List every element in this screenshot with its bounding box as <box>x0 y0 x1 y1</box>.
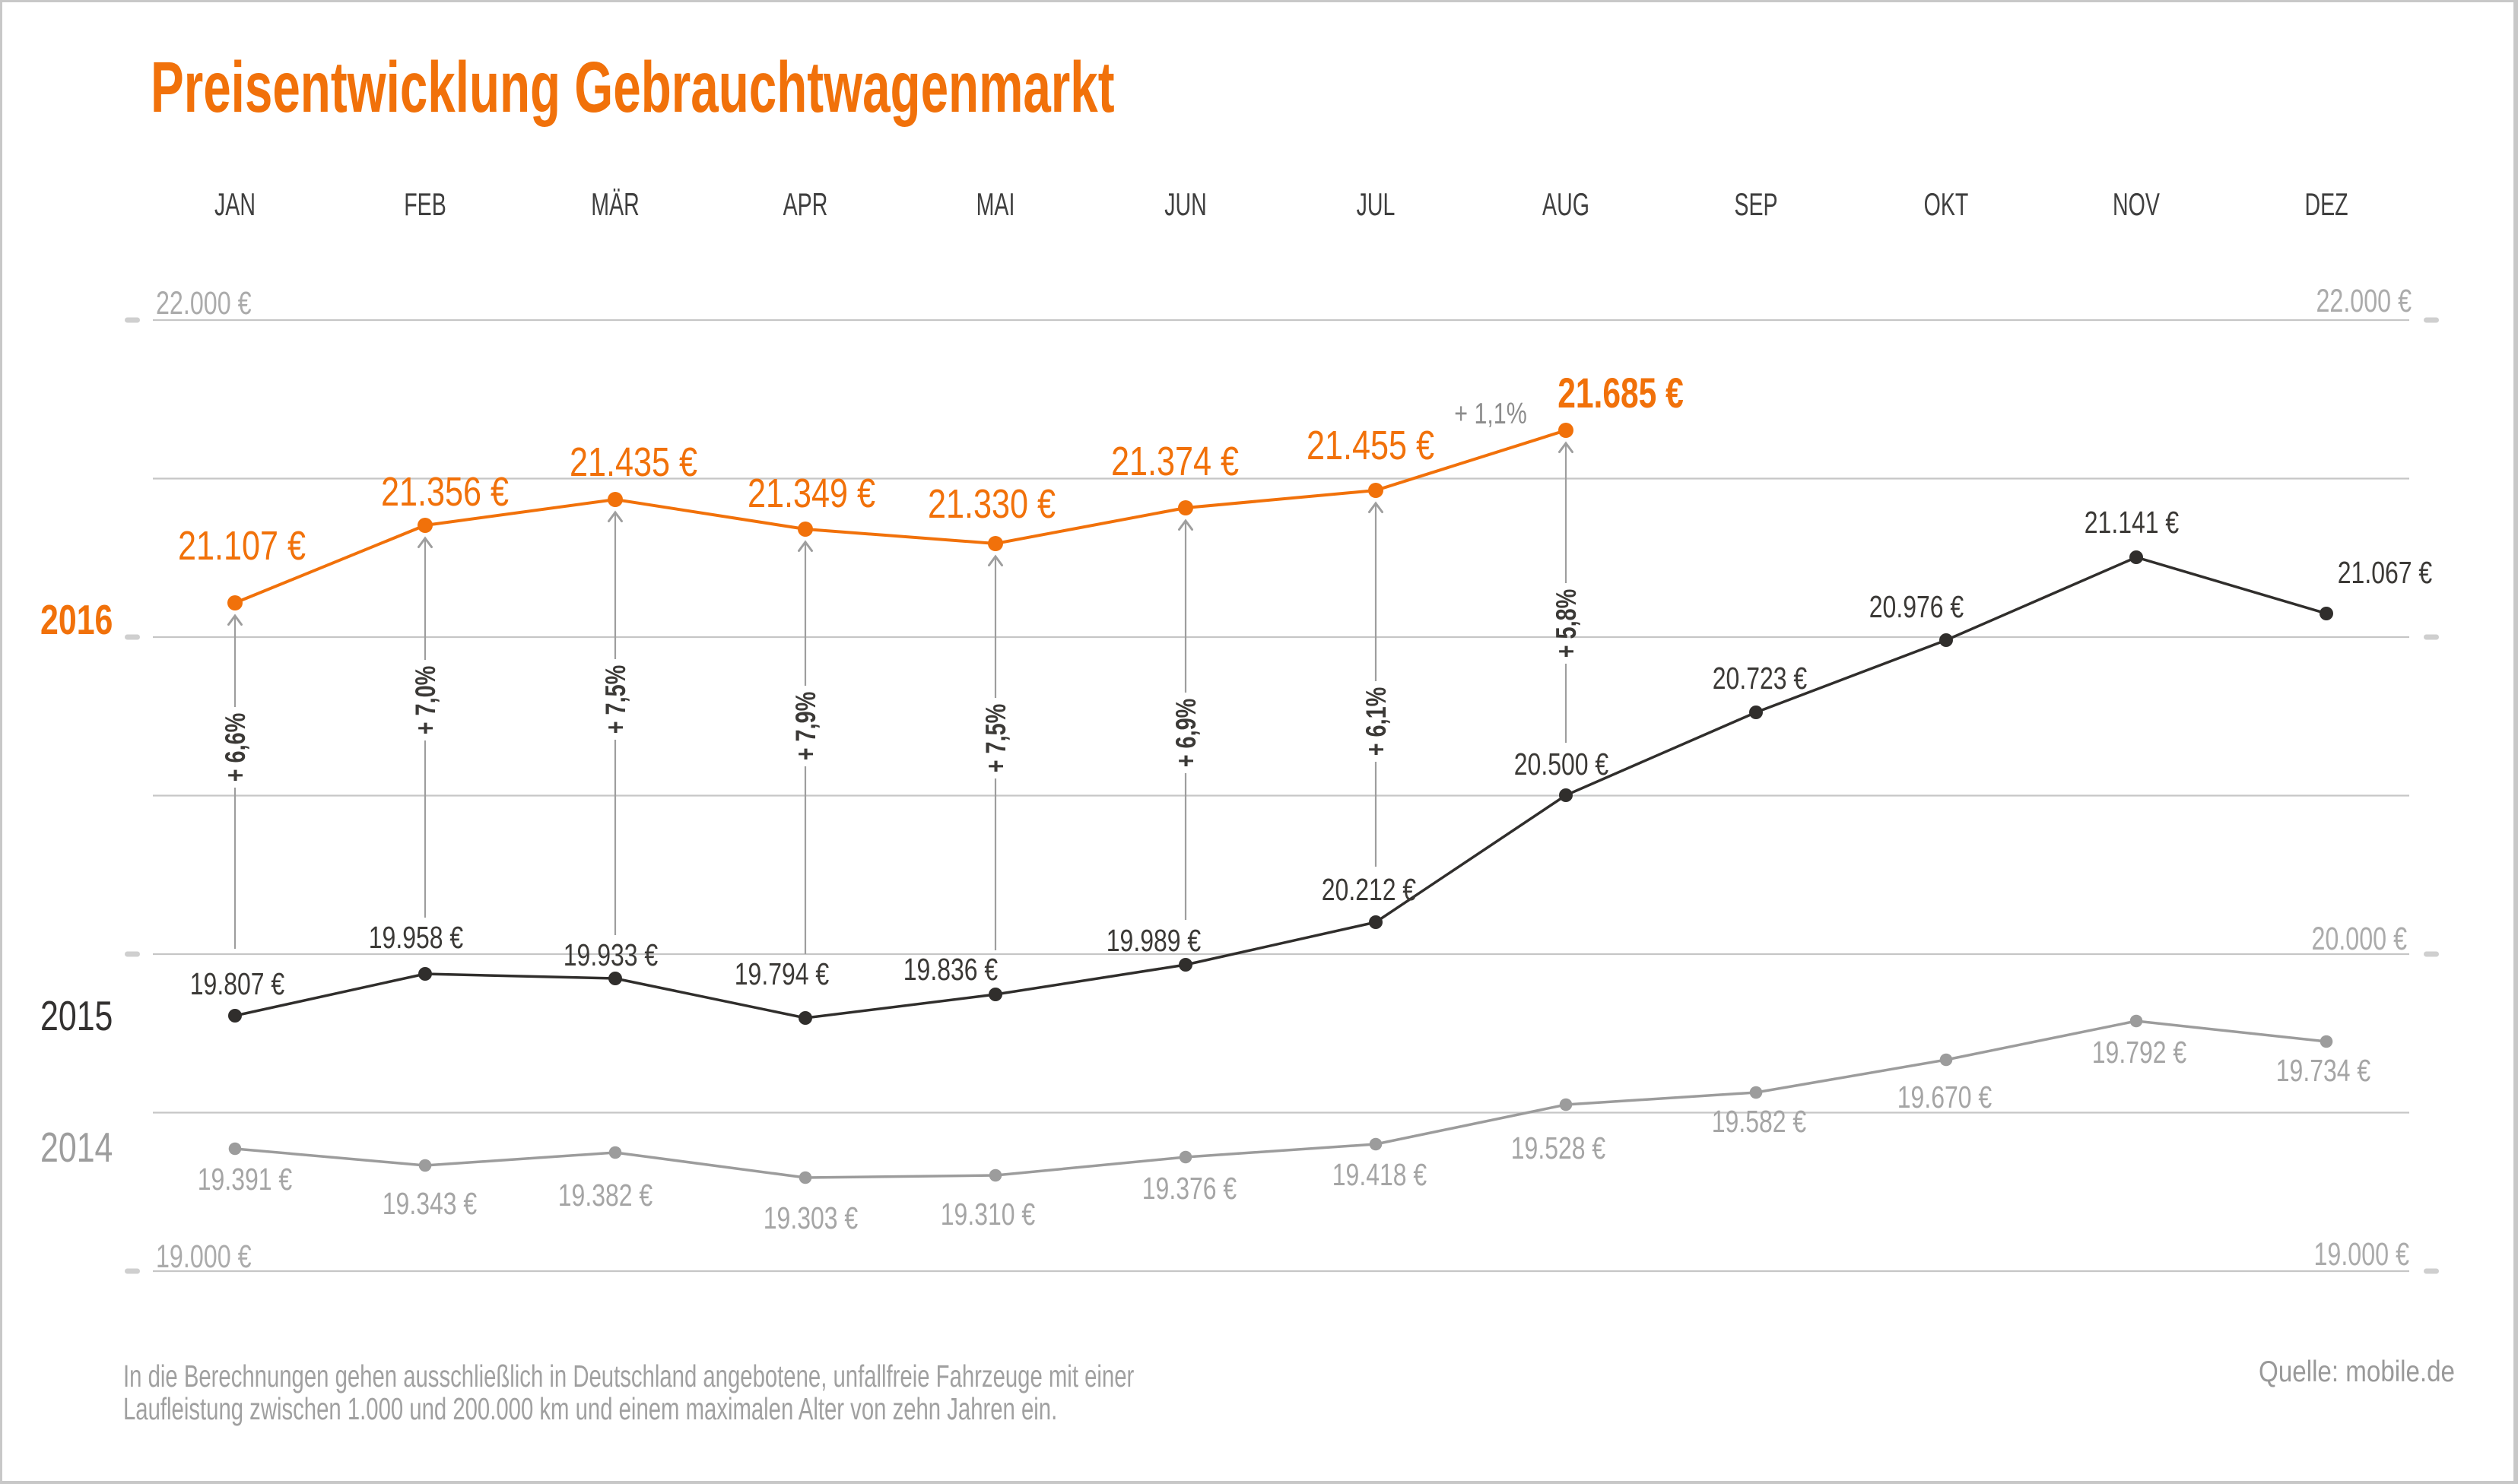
svg-text:19.670 €: 19.670 € <box>1897 1080 1992 1115</box>
svg-text:21.141 €: 21.141 € <box>2085 505 2179 540</box>
svg-text:19.734 €: 19.734 € <box>2276 1053 2370 1088</box>
svg-text:+ 7,9%: + 7,9% <box>791 692 822 761</box>
svg-text:19.807 €: 19.807 € <box>190 966 284 1001</box>
svg-text:19.418 €: 19.418 € <box>1332 1157 1427 1192</box>
svg-text:SEP: SEP <box>1734 186 1777 222</box>
svg-text:19.792 €: 19.792 € <box>2092 1035 2186 1070</box>
svg-text:21.107 €: 21.107 € <box>178 524 306 569</box>
svg-text:+ 6,1%: + 6,1% <box>1361 687 1392 756</box>
svg-text:20.000 €: 20.000 € <box>2311 921 2407 958</box>
svg-text:+ 7,0%: + 7,0% <box>411 666 442 735</box>
svg-text:19.836 €: 19.836 € <box>903 952 998 987</box>
svg-text:19.376 €: 19.376 € <box>1142 1171 1237 1206</box>
svg-text:19.989 €: 19.989 € <box>1107 923 1201 958</box>
svg-text:+ 7,5%: + 7,5% <box>601 665 632 734</box>
svg-text:JUL: JUL <box>1357 186 1396 222</box>
svg-text:19.933 €: 19.933 € <box>564 937 658 972</box>
svg-text:20.723 €: 20.723 € <box>1713 661 1807 696</box>
svg-text:22.000 €: 22.000 € <box>156 286 252 322</box>
svg-text:In die Berechnungen gehen auss: In die Berechnungen gehen ausschließlich… <box>123 1359 1134 1394</box>
svg-text:OKT: OKT <box>1924 186 1969 222</box>
svg-text:DEZ: DEZ <box>2304 186 2348 222</box>
svg-text:19.391 €: 19.391 € <box>198 1162 292 1197</box>
svg-text:Quelle: mobile.de: Quelle: mobile.de <box>2259 1354 2455 1387</box>
svg-text:NOV: NOV <box>2113 186 2160 222</box>
svg-text:21.685 €: 21.685 € <box>1557 369 1684 417</box>
svg-text:19.310 €: 19.310 € <box>941 1197 1035 1232</box>
svg-text:21.455 €: 21.455 € <box>1307 423 1434 469</box>
svg-text:21.067 €: 21.067 € <box>2338 555 2432 590</box>
svg-text:21.330 €: 21.330 € <box>928 482 1056 528</box>
svg-text:+ 1,1%: + 1,1% <box>1454 397 1527 430</box>
svg-text:AUG: AUG <box>1542 186 1589 222</box>
svg-text:19.382 €: 19.382 € <box>558 1178 653 1213</box>
svg-text:19.958 €: 19.958 € <box>369 920 463 955</box>
svg-text:19.303 €: 19.303 € <box>764 1200 858 1235</box>
svg-text:19.528 €: 19.528 € <box>1511 1130 1605 1165</box>
svg-text:APR: APR <box>783 186 828 222</box>
svg-text:21.374 €: 21.374 € <box>1111 439 1239 485</box>
svg-text:Preisentwicklung Gebrauchtwage: Preisentwicklung Gebrauchtwagenmarkt <box>151 47 1115 128</box>
svg-text:2014: 2014 <box>40 1124 113 1171</box>
svg-text:FEB: FEB <box>404 186 446 222</box>
svg-text:19.343 €: 19.343 € <box>383 1186 477 1221</box>
svg-text:+ 7,5%: + 7,5% <box>981 704 1012 773</box>
svg-text:MÄR: MÄR <box>591 186 639 222</box>
svg-text:19.794 €: 19.794 € <box>735 956 829 991</box>
svg-text:21.349 €: 21.349 € <box>748 471 875 517</box>
svg-text:MAI: MAI <box>976 186 1015 222</box>
svg-text:+ 6,6%: + 6,6% <box>221 713 252 782</box>
svg-text:+ 6,9%: + 6,9% <box>1171 699 1202 768</box>
svg-text:21.435 €: 21.435 € <box>570 440 697 486</box>
svg-text:20.212 €: 20.212 € <box>1322 872 1416 907</box>
svg-text:20.500 €: 20.500 € <box>1514 747 1608 782</box>
svg-text:19.000 €: 19.000 € <box>156 1239 252 1276</box>
svg-text:Laufleistung zwischen 1.000 un: Laufleistung zwischen 1.000 und 200.000 … <box>123 1391 1057 1426</box>
svg-text:21.356 €: 21.356 € <box>381 470 509 515</box>
svg-text:JAN: JAN <box>214 186 256 222</box>
svg-text:19.582 €: 19.582 € <box>1712 1104 1806 1139</box>
svg-text:2015: 2015 <box>40 993 113 1039</box>
svg-text:JUN: JUN <box>1164 186 1207 222</box>
svg-text:+ 5,8%: + 5,8% <box>1551 589 1583 658</box>
svg-text:22.000 €: 22.000 € <box>2316 284 2412 320</box>
svg-text:19.000 €: 19.000 € <box>2313 1237 2409 1273</box>
svg-text:20.976 €: 20.976 € <box>1869 589 1964 624</box>
svg-text:2016: 2016 <box>40 597 113 643</box>
